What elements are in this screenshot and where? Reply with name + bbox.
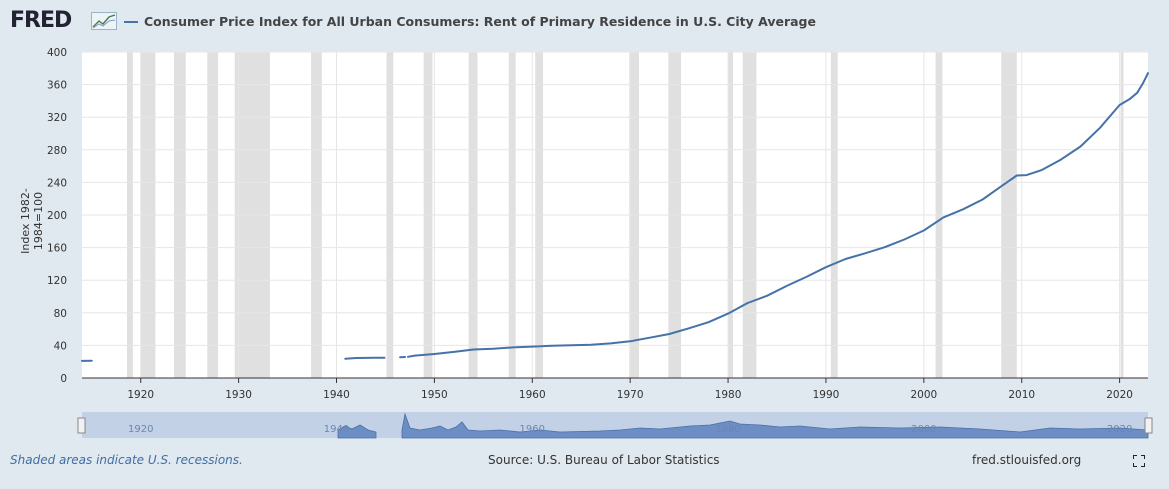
x-tick-label: 2000 [910, 389, 937, 401]
fred-logo[interactable]: FRED [10, 8, 72, 33]
x-tick-label: 1920 [127, 389, 154, 401]
chart-title[interactable]: Consumer Price Index for All Urban Consu… [144, 14, 816, 29]
y-tick-label: 80 [54, 308, 67, 320]
expand-icon[interactable] [1133, 455, 1145, 467]
navigator-year-label: 1980 [715, 424, 740, 435]
y-tick-label: 320 [47, 112, 67, 124]
series-lines [81, 72, 1149, 362]
y-tick-labels: 0 40 80 120 160 200 240 280 320 360 400 [47, 47, 67, 385]
navigator-year-label: 2000 [911, 424, 936, 435]
recession-note[interactable]: Shaded areas indicate U.S. recessions. [10, 453, 243, 467]
y-tick-label: 400 [47, 47, 67, 59]
source-text: Source: U.S. Bureau of Labor Statistics [488, 453, 720, 467]
site-link[interactable]: fred.stlouisfed.org [972, 453, 1082, 467]
navigator-volatility-area [337, 412, 1149, 439]
x-tick-label: 1950 [421, 389, 448, 401]
x-tick-label: 1960 [519, 389, 546, 401]
y-tick-label: 360 [47, 80, 67, 92]
navigator-handle-right[interactable] [1144, 417, 1153, 434]
navigator-year-label: 1940 [324, 424, 349, 435]
navigator-year-label: 1960 [520, 424, 545, 435]
series-line[interactable] [407, 72, 1149, 358]
x-tick-label: 1970 [617, 389, 644, 401]
y-tick-label: 40 [54, 340, 67, 352]
trend-graph-icon [91, 12, 117, 30]
y-tick-label: 200 [47, 210, 67, 222]
legend-series-line [124, 21, 138, 23]
y-tick-label: 240 [47, 177, 67, 189]
y-tick-label: 0 [60, 373, 67, 385]
x-tick-label: 1940 [323, 389, 350, 401]
grid-lines [82, 51, 1148, 383]
y-tick-label: 120 [47, 275, 67, 287]
x-tick-label: 2010 [1008, 389, 1035, 401]
x-tick-label: 1990 [813, 389, 840, 401]
chart-header: FRED Consumer Price Index for All Urban … [0, 0, 1169, 42]
y-tick-label: 280 [47, 145, 67, 157]
x-tick-label: 1980 [715, 389, 742, 401]
x-tick-label: 1930 [225, 389, 252, 401]
x-tick-labels: 1920 1930 1940 1950 1960 1970 1980 1990 2000 2010… [127, 389, 1133, 401]
y-tick-label: 160 [47, 243, 67, 255]
navigator-year-label: 2020 [1107, 424, 1132, 435]
series-line[interactable] [344, 356, 386, 360]
navigator-year-label: 1920 [128, 424, 153, 435]
x-tick-label: 2020 [1106, 389, 1133, 401]
navigator-labels: 1920 1940 1960 1980 2000 2020 [128, 424, 1132, 435]
navigator-handle-left[interactable] [77, 417, 86, 434]
navigator[interactable]: 1920 1940 1960 1980 2000 2020 [77, 412, 1153, 439]
